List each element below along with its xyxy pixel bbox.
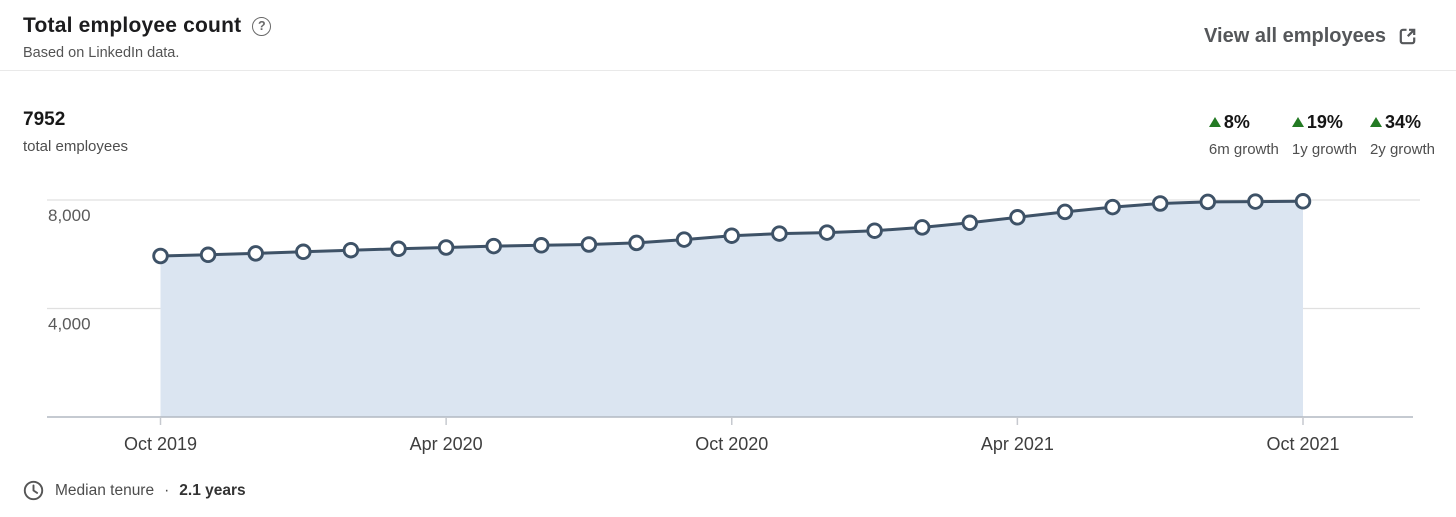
growth-stats: 8% 6m growth 19% 1y growth 34% 2y growth: [1208, 112, 1435, 158]
data-point-marker[interactable]: [723, 227, 740, 244]
header-divider: [0, 70, 1456, 71]
y-axis-label: 4,000: [48, 315, 91, 334]
y-axis-label: 8,000: [48, 206, 91, 225]
data-point-marker[interactable]: [1056, 203, 1074, 221]
growth-2y-label: 2y growth: [1369, 141, 1435, 158]
growth-stat-2y: 34% 2y growth: [1369, 112, 1435, 158]
data-point-marker[interactable]: [1294, 193, 1312, 210]
data-point-marker[interactable]: [437, 239, 455, 256]
x-axis-label: Oct 2019: [124, 434, 197, 454]
data-point-marker[interactable]: [580, 236, 598, 253]
data-point-marker[interactable]: [818, 224, 836, 241]
employee-count-chart: 8,000 4,000 Oct 2019 Apr 2020 Oct 2020 Apr 20…: [0, 180, 1456, 475]
data-point-marker[interactable]: [628, 234, 645, 252]
data-point-marker[interactable]: [247, 245, 264, 262]
data-point-marker[interactable]: [771, 225, 788, 242]
x-axis-label: Apr 2020: [410, 434, 483, 454]
external-link-icon: [1399, 28, 1416, 45]
view-all-employees-link[interactable]: View all employees: [1204, 25, 1419, 48]
growth-stat-1y: 19% 1y growth: [1291, 112, 1357, 158]
x-axis-label: Oct 2021: [1266, 434, 1339, 454]
growth-6m-value: 8%: [1223, 112, 1250, 132]
growth-stat-6m: 8% 6m growth: [1208, 112, 1279, 158]
data-point-marker[interactable]: [342, 241, 360, 259]
growth-1y-value: 19%: [1306, 112, 1343, 132]
area-chart-canvas: 8,000 4,000 Oct 2019 Apr 2020 Oct 2020 Apr 20…: [47, 193, 1420, 454]
x-axis-label: Oct 2020: [695, 434, 768, 454]
data-point-marker[interactable]: [1247, 193, 1264, 210]
page-title: Total employee count: [23, 14, 242, 37]
total-employees-label: total employees: [23, 138, 129, 155]
data-point-marker[interactable]: [533, 237, 550, 254]
data-point-marker[interactable]: [961, 214, 979, 232]
total-employees-stat: 7952 total employees: [23, 109, 128, 155]
growth-up-arrow-icon: [1369, 116, 1382, 127]
data-point-marker[interactable]: [1104, 198, 1121, 216]
data-point-marker[interactable]: [199, 246, 217, 264]
separator-dot: ·: [164, 481, 170, 499]
header: Total employee count ? Based on LinkedIn…: [23, 14, 272, 61]
data-source-subtitle: Based on LinkedIn data.: [23, 45, 180, 61]
help-icon[interactable]: ?: [252, 16, 272, 36]
total-employees-value: 7952: [23, 109, 66, 130]
data-point-marker[interactable]: [1009, 209, 1026, 226]
x-axis-label: Apr 2021: [981, 434, 1054, 454]
data-point-marker[interactable]: [295, 243, 312, 261]
growth-2y-value: 34%: [1384, 112, 1421, 132]
growth-up-arrow-icon: [1291, 116, 1304, 127]
data-point-marker[interactable]: [1199, 193, 1217, 211]
data-point-marker[interactable]: [1151, 195, 1169, 212]
data-point-marker[interactable]: [390, 240, 407, 258]
median-tenure-label: Median tenure: [55, 481, 155, 499]
clock-icon: [23, 480, 44, 501]
data-point-marker[interactable]: [675, 231, 693, 248]
data-point-marker[interactable]: [485, 237, 502, 255]
view-all-employees-label: View all employees: [1204, 25, 1386, 47]
data-point-marker[interactable]: [913, 219, 931, 236]
growth-6m-label: 6m growth: [1208, 141, 1279, 158]
growth-up-arrow-icon: [1208, 116, 1221, 127]
data-point-marker[interactable]: [152, 247, 169, 265]
median-tenure-footer: Median tenure · 2.1 years: [22, 479, 246, 502]
median-tenure-value: 2.1 years: [179, 481, 246, 499]
growth-1y-label: 1y growth: [1291, 141, 1357, 158]
data-point-marker[interactable]: [866, 222, 883, 239]
